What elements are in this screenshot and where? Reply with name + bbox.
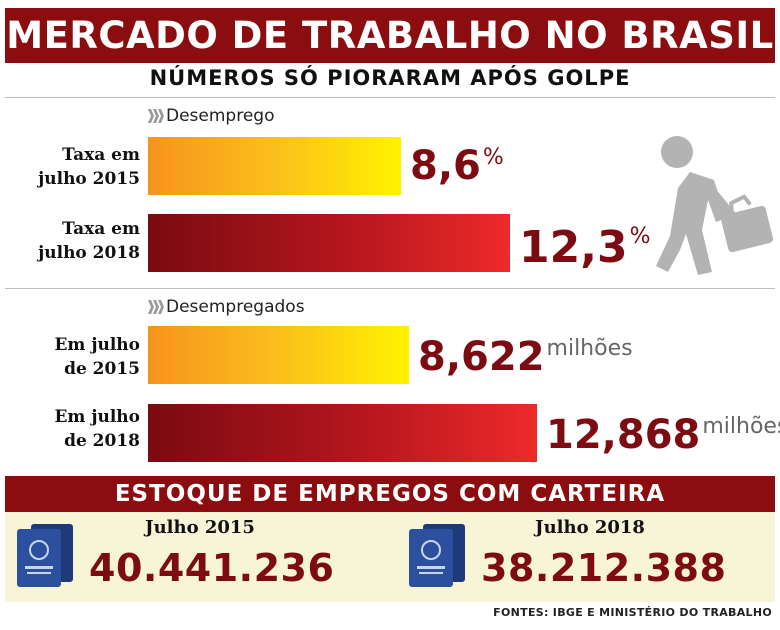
stock-label-2015: Julho 2015 [145,517,255,538]
chevron-right-icon [148,109,164,123]
value-number: 8,622 [418,334,545,380]
value-unit: % [629,224,651,249]
row-label-unemployed-2018: Em julho de 2018 [54,407,140,451]
divider [5,288,775,289]
chevron-right-icon [148,300,164,314]
stock-title-bar: ESTOQUE DE EMPREGOS COM CARTEIRA [5,476,775,512]
value-number: 12,3 [519,222,628,273]
work-card-icon [409,524,465,587]
value-unemployed-2018: 12,868 milhões [546,412,780,458]
stock-value-2018: 38.212.388 [481,546,727,590]
value-unit: % [482,145,504,170]
page-subtitle: NÚMEROS SÓ PIORARAM APÓS GOLPE [149,66,631,90]
row-label-unemployed-2015: Em julho de 2015 [54,335,140,379]
stock-title: ESTOQUE DE EMPREGOS COM CARTEIRA [114,481,666,507]
value-unit: milhões [546,336,633,361]
value-number: 8,6 [410,143,481,189]
section-title: Desemprego [166,106,275,126]
stock-value-2015: 40.441.236 [89,546,335,590]
title-bar: MERCADO DE TRABALHO NO BRASIL [5,8,775,63]
walking-man-briefcase-icon [656,136,774,275]
row-label-rate-2018: Taxa em julho 2018 [38,219,140,263]
stock-label-2018: Julho 2018 [535,517,645,538]
value-unemployed-2015: 8,622 milhões [418,334,633,380]
row-label-rate-2015: Taxa em julho 2015 [38,145,140,189]
bar-rate-2018 [148,214,510,272]
section-label-desempregados: Desempregados [148,297,305,317]
bar-unemployed-2018 [148,404,537,462]
value-rate-2018: 12,3% [519,222,650,273]
bar-unemployed-2015 [148,326,409,384]
value-number: 12,868 [546,412,701,458]
stock-panel: Julho 2015 40.441.236 Julho 2018 38.212.… [5,512,775,602]
bar-rate-2015 [148,137,401,195]
value-rate-2015: 8,6% [410,143,504,189]
page-title: MERCADO DE TRABALHO NO BRASIL [6,14,774,57]
divider [5,97,775,98]
section-title: Desempregados [166,297,305,317]
value-unit: milhões [702,414,780,439]
work-card-icon [17,524,73,587]
sources-note: FONTES: IBGE E MINISTÉRIO DO TRABALHO [493,606,772,619]
section-label-desemprego: Desemprego [148,106,274,126]
